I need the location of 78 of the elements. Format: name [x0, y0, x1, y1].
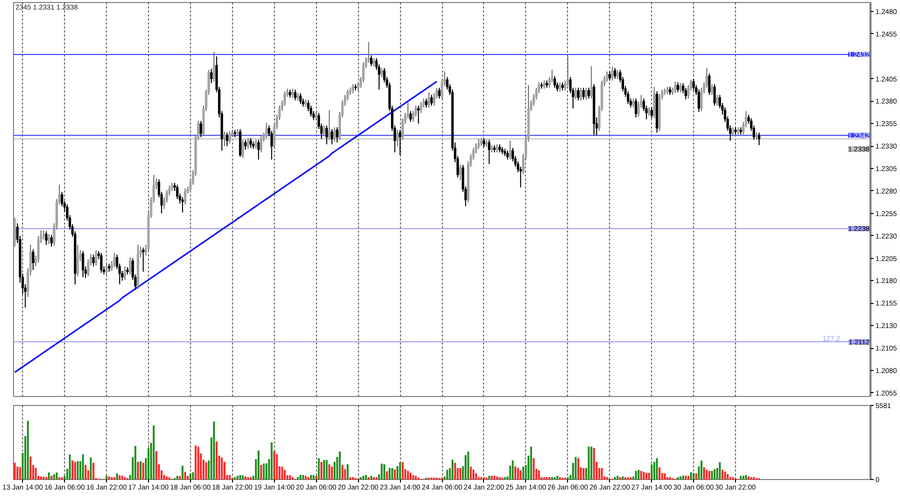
- candlestick: [588, 87, 590, 100]
- candlestick: [92, 254, 95, 267]
- candlestick: [716, 94, 718, 106]
- candlestick: [100, 252, 103, 274]
- line-series: [14, 80, 438, 374]
- candlestick: [142, 247, 144, 272]
- candlestick: [249, 138, 252, 148]
- candlestick: [577, 87, 580, 101]
- candlestick: [223, 131, 226, 147]
- candlestick: [244, 139, 247, 150]
- candlestick: [45, 230, 48, 246]
- candlestick: [128, 256, 132, 275]
- candlestick: [590, 66, 593, 100]
- candlestick: [584, 87, 588, 100]
- candlestick: [692, 78, 695, 91]
- candlestick: [184, 188, 186, 205]
- candlestick: [333, 126, 336, 142]
- candlestick: [14, 217, 16, 248]
- candlestick: [634, 98, 638, 118]
- candlestick: [710, 84, 714, 96]
- candlestick: [328, 110, 331, 140]
- candlestick: [477, 138, 480, 150]
- candlestick: [200, 120, 202, 138]
- candlestick: [606, 71, 608, 82]
- candlestick: [420, 102, 422, 114]
- candlestick: [698, 89, 700, 112]
- candlestick: [124, 266, 126, 280]
- candlestick: [438, 87, 441, 100]
- candlestick: [113, 252, 116, 268]
- candlestick: [508, 140, 512, 160]
- candlestick: [325, 124, 328, 145]
- candlestick: [488, 139, 490, 165]
- candlestick: [614, 68, 616, 80]
- candlestick: [257, 139, 260, 160]
- candlestick: [396, 129, 399, 147]
- candlestick: [76, 244, 79, 277]
- candlestick: [428, 92, 430, 108]
- candlestick: [676, 82, 680, 93]
- candlestick: [181, 196, 184, 214]
- candlestick: [430, 94, 433, 106]
- candlestick: [228, 130, 231, 144]
- candlestick: [226, 132, 228, 147]
- candlestick: [566, 56, 570, 86]
- candlestick: [574, 87, 577, 100]
- candlestick: [260, 136, 262, 153]
- candlestick: [105, 262, 108, 275]
- candlestick: [417, 105, 420, 124]
- candlestick: [650, 107, 653, 119]
- candlestick: [210, 68, 213, 84]
- candlestick: [322, 124, 326, 137]
- candlestick: [553, 76, 556, 88]
- candlestick: [674, 80, 676, 94]
- candlestick: [330, 128, 334, 145]
- candlestick: [459, 164, 462, 181]
- candlestick: [708, 72, 711, 96]
- candlestick: [82, 250, 84, 278]
- candlestick: [713, 84, 716, 106]
- candlestick: [684, 87, 687, 100]
- candlestick: [176, 184, 179, 200]
- candlestick: [246, 138, 250, 150]
- candlestick: [265, 122, 268, 139]
- candlestick: [299, 92, 302, 104]
- candlestick: [653, 86, 656, 119]
- candlestick: [238, 128, 242, 158]
- candlestick: [611, 66, 614, 82]
- candlestick: [48, 234, 50, 244]
- candlestick: [212, 51, 216, 82]
- candlestick: [336, 126, 338, 144]
- candlestick: [94, 250, 98, 266]
- candlestick: [409, 110, 412, 122]
- candlestick: [32, 248, 34, 270]
- candlestick: [580, 87, 582, 101]
- candlestick: [242, 139, 244, 158]
- candlestick: [294, 89, 296, 101]
- candlestick: [370, 54, 372, 67]
- candlestick: [398, 129, 402, 156]
- candlestick: [582, 87, 585, 100]
- candlestick: [758, 132, 760, 146]
